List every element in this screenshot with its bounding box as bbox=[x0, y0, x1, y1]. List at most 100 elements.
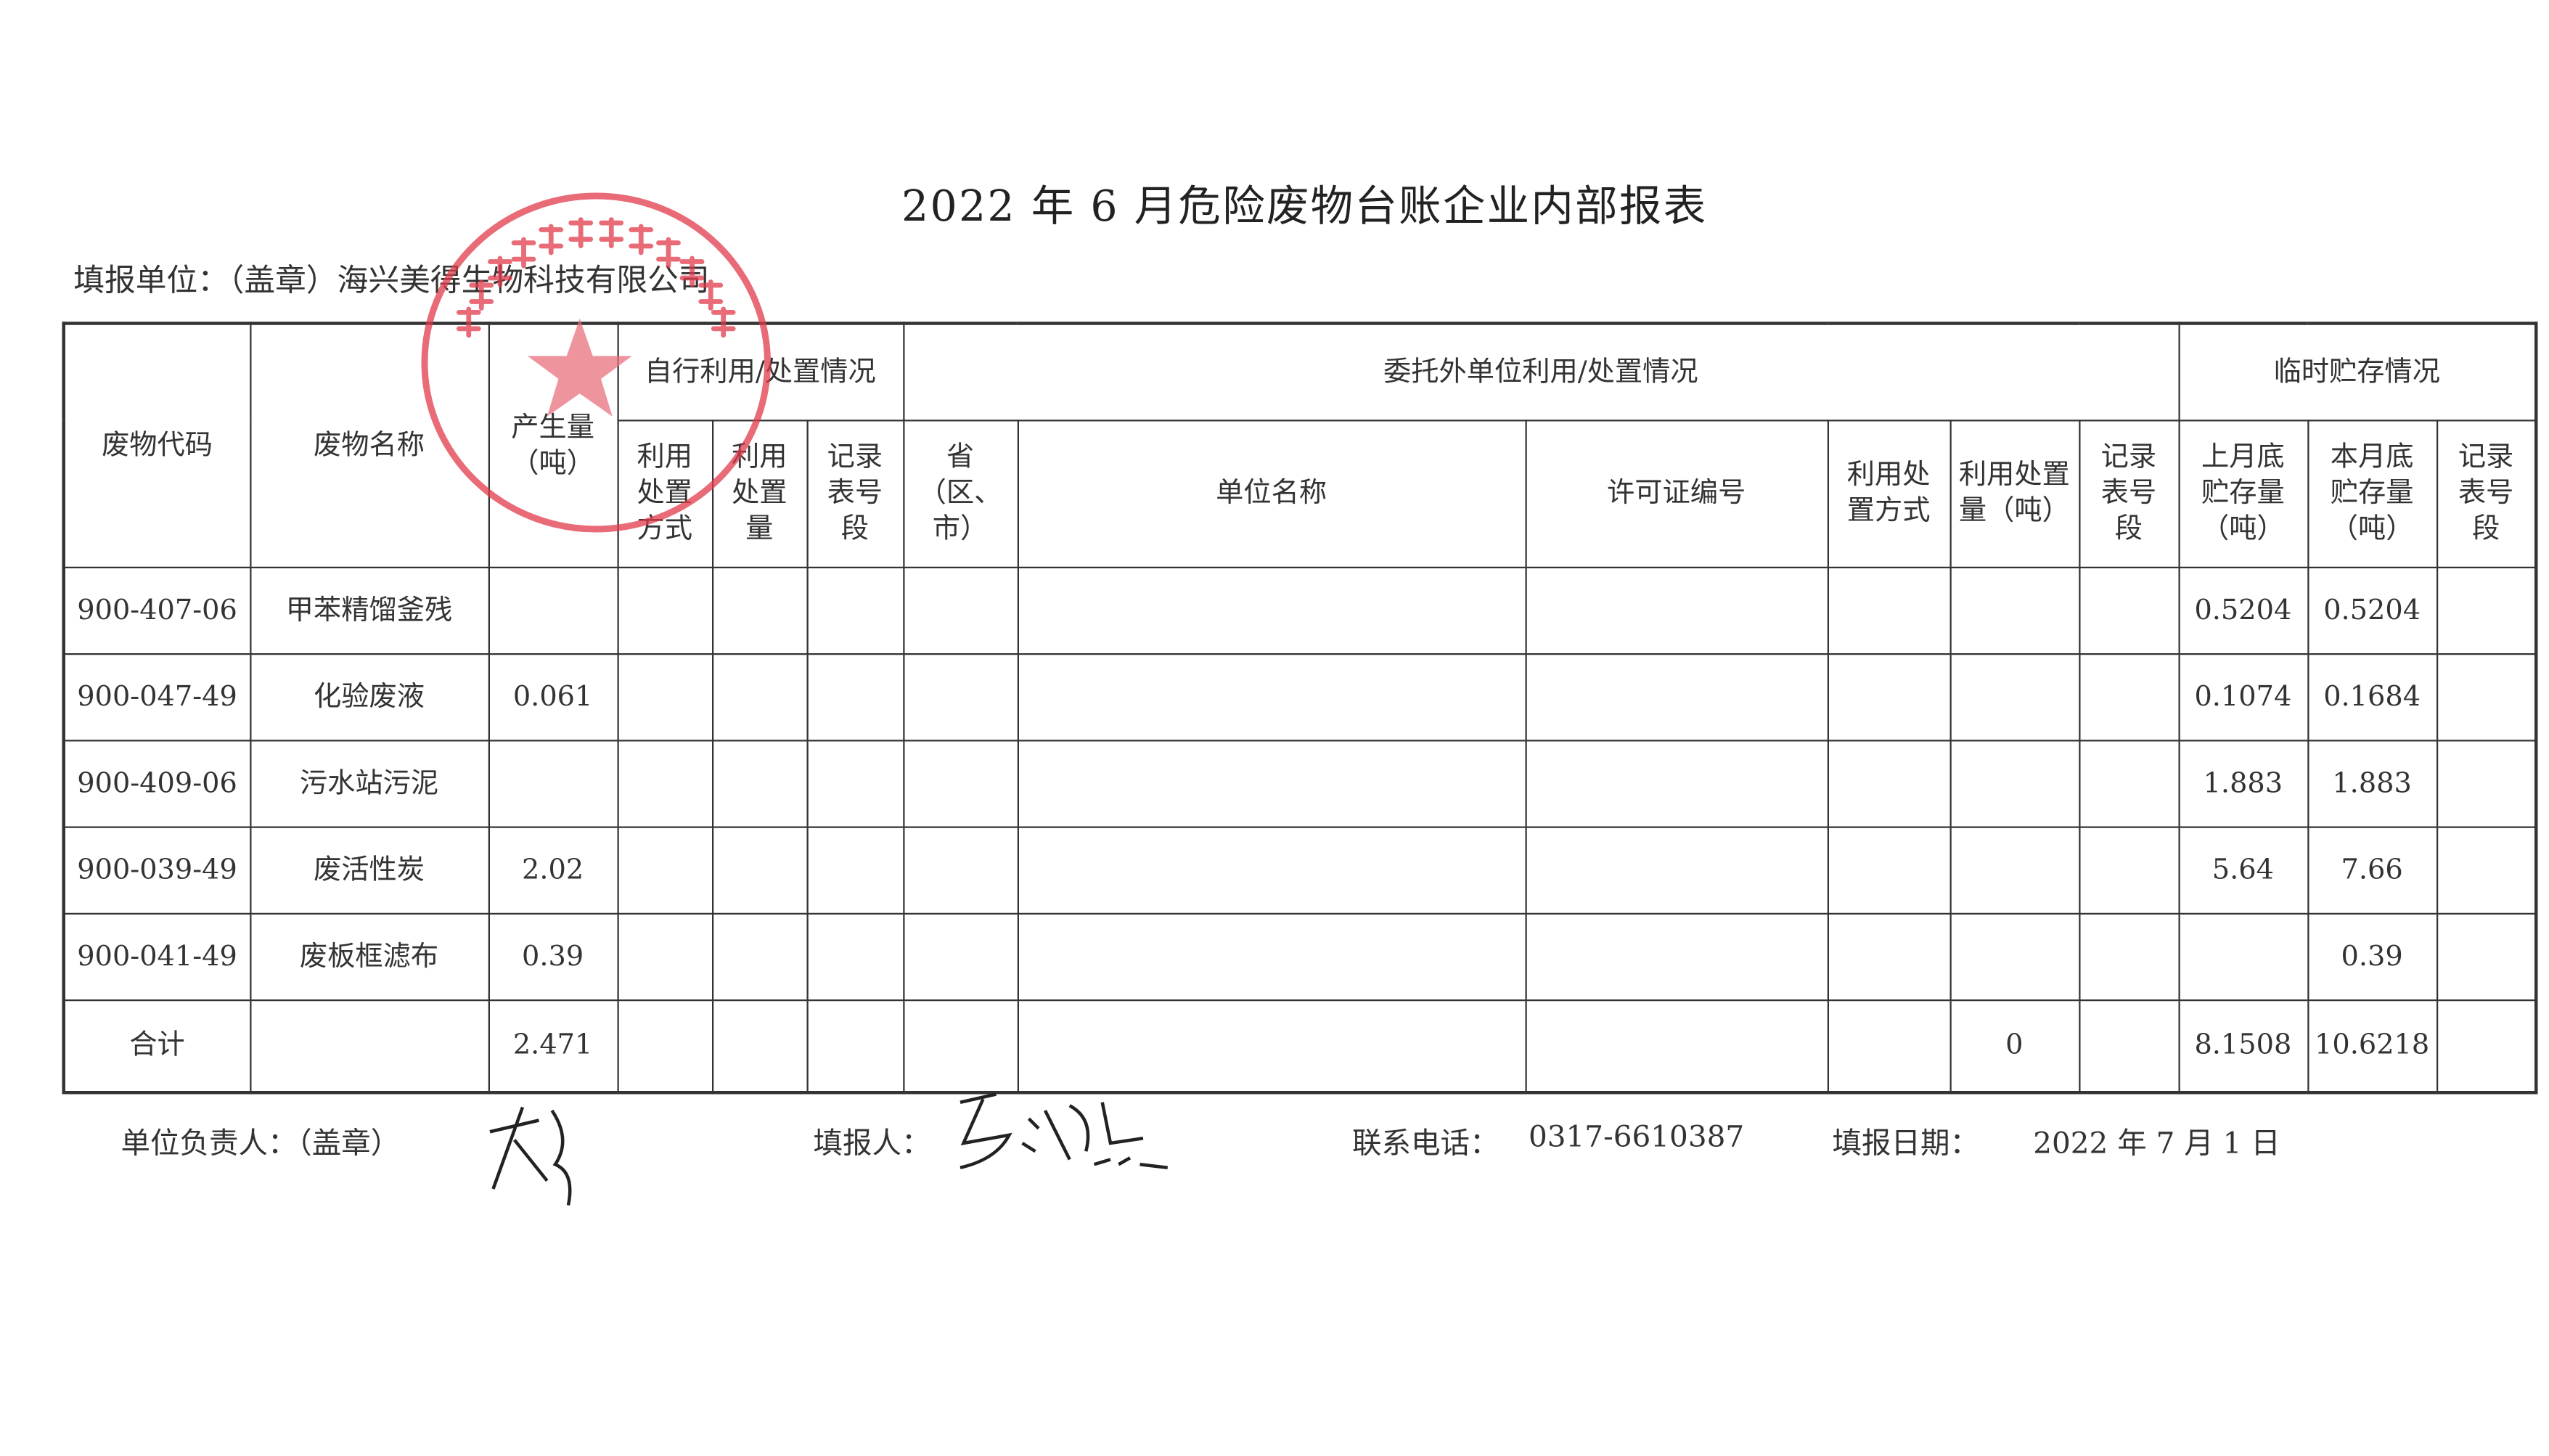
empty-cell bbox=[1826, 652, 1951, 741]
row-code: 900-407-06 bbox=[62, 565, 251, 655]
report-title: 2022 年 6 月危险废物台账企业内部报表 bbox=[901, 183, 1708, 232]
seal-glyph-stroke bbox=[539, 224, 564, 255]
row-this-month: 0.5204 bbox=[2307, 565, 2438, 655]
empty-cell bbox=[1016, 825, 1526, 914]
table-row: 900-039-49 废活性炭 2.02 5.64 7.66 bbox=[62, 825, 2537, 914]
header-province: 省（区、市） bbox=[902, 419, 1018, 568]
empty-cell bbox=[1524, 565, 1828, 655]
header-ent-method: 利用处置方式 bbox=[1826, 419, 1951, 568]
header-self-record: 记录表号段 bbox=[806, 419, 904, 568]
empty-cell bbox=[711, 565, 808, 655]
seal-glyph-stroke bbox=[599, 217, 624, 249]
row-code: 900-041-49 bbox=[62, 912, 251, 1001]
header-amount: 产生量（吨） bbox=[487, 322, 618, 568]
row-code: 900-047-49 bbox=[62, 652, 251, 741]
empty-cell bbox=[2435, 998, 2537, 1094]
header-ent-record: 记录表号段 bbox=[2078, 419, 2180, 568]
table-row: 900-409-06 污水站污泥 1.883 1.883 bbox=[62, 739, 2537, 827]
empty-cell bbox=[1826, 565, 1951, 655]
row-ent-qty bbox=[1949, 565, 2080, 655]
empty-cell bbox=[1016, 998, 1526, 1094]
total-amount: 2.471 bbox=[487, 998, 618, 1094]
row-last-month bbox=[2177, 912, 2309, 1001]
reporting-unit: 填报单位：（盖章）海兴美得生物科技有限公司 bbox=[73, 263, 710, 299]
total-last: 8.1508 bbox=[2177, 998, 2309, 1094]
row-this-month: 7.66 bbox=[2307, 825, 2438, 914]
header-ent-qty: 利用处置量（吨） bbox=[1949, 419, 2080, 568]
empty-cell bbox=[1826, 998, 1951, 1094]
row-this-month: 1.883 bbox=[2307, 739, 2438, 827]
row-amount bbox=[487, 565, 618, 655]
empty-cell bbox=[2078, 739, 2180, 827]
row-amount: 0.39 bbox=[487, 912, 618, 1001]
seal-glyph-stroke bbox=[629, 224, 654, 255]
empty-cell bbox=[2078, 912, 2180, 1001]
row-ent-qty bbox=[1949, 825, 2080, 914]
row-ent-qty bbox=[1949, 912, 2080, 1001]
empty-cell bbox=[902, 912, 1018, 1001]
empty-cell bbox=[711, 825, 808, 914]
row-ent-qty bbox=[1949, 652, 2080, 741]
phone-label: 联系电话： bbox=[1352, 1126, 1499, 1161]
empty-cell bbox=[711, 652, 808, 741]
empty-cell bbox=[2435, 825, 2537, 914]
total-ent-qty: 0 bbox=[1949, 998, 2080, 1094]
empty-cell bbox=[1826, 825, 1951, 914]
empty-cell bbox=[2435, 912, 2537, 1001]
empty-cell bbox=[1524, 652, 1828, 741]
empty-cell bbox=[902, 739, 1018, 827]
header-license: 许可证编号 bbox=[1524, 419, 1828, 568]
seal-glyph-stroke bbox=[568, 217, 594, 249]
phone-value: 0317-6610387 bbox=[1529, 1120, 1745, 1155]
row-name: 化验废液 bbox=[249, 652, 489, 741]
empty-cell bbox=[2078, 825, 2180, 914]
header-company: 单位名称 bbox=[1016, 419, 1526, 568]
row-code: 900-409-06 bbox=[62, 739, 251, 827]
header-this-month: 本月底贮存量（吨） bbox=[2307, 419, 2438, 568]
header-entrust-group: 委托外单位利用/处置情况 bbox=[902, 322, 2180, 421]
row-ent-qty bbox=[1949, 739, 2080, 827]
empty-cell bbox=[2435, 739, 2537, 827]
empty-cell bbox=[1826, 912, 1951, 1001]
row-code: 900-039-49 bbox=[62, 825, 251, 914]
empty-cell bbox=[616, 739, 713, 827]
empty-cell bbox=[806, 565, 904, 655]
row-amount: 2.02 bbox=[487, 825, 618, 914]
row-last-month: 0.5204 bbox=[2177, 565, 2309, 655]
total-row: 合计 2.471 0 8.1508 10.6218 bbox=[62, 998, 2537, 1094]
empty-cell bbox=[1524, 912, 1828, 1001]
row-this-month: 0.39 bbox=[2307, 912, 2438, 1001]
header-st-record: 记录表号段 bbox=[2435, 419, 2537, 568]
row-amount: 0.061 bbox=[487, 652, 618, 741]
empty-cell bbox=[902, 652, 1018, 741]
empty-cell bbox=[806, 652, 904, 741]
empty-cell bbox=[616, 652, 713, 741]
date-value: 2022 年 7 月 1 日 bbox=[2033, 1126, 2280, 1161]
empty-cell bbox=[711, 998, 808, 1094]
empty-cell bbox=[2078, 565, 2180, 655]
empty-cell bbox=[1016, 565, 1526, 655]
empty-cell bbox=[711, 739, 808, 827]
empty-cell bbox=[806, 825, 904, 914]
total-label: 合计 bbox=[62, 998, 251, 1094]
empty-cell bbox=[1016, 739, 1526, 827]
empty-cell bbox=[2078, 652, 2180, 741]
empty-cell bbox=[806, 912, 904, 1001]
header-storage-group: 临时贮存情况 bbox=[2177, 322, 2537, 421]
filler-signature-icon bbox=[960, 1092, 1169, 1169]
empty-cell bbox=[902, 825, 1018, 914]
header-self-group: 自行利用/处置情况 bbox=[616, 322, 904, 421]
head-signature-icon bbox=[489, 1106, 572, 1206]
empty-cell bbox=[616, 825, 713, 914]
empty-cell bbox=[2435, 565, 2537, 655]
empty-cell bbox=[1016, 652, 1526, 741]
table-row: 900-041-49 废板框滤布 0.39 0.39 bbox=[62, 912, 2537, 1001]
header-self-qty: 利用处置量 bbox=[711, 419, 808, 568]
date-label: 填报日期： bbox=[1832, 1126, 1980, 1161]
row-amount bbox=[487, 739, 618, 827]
row-name: 废板框滤布 bbox=[249, 912, 489, 1001]
header-self-method: 利用处置方式 bbox=[616, 419, 713, 568]
empty-cell bbox=[1524, 998, 1828, 1094]
row-last-month: 1.883 bbox=[2177, 739, 2309, 827]
